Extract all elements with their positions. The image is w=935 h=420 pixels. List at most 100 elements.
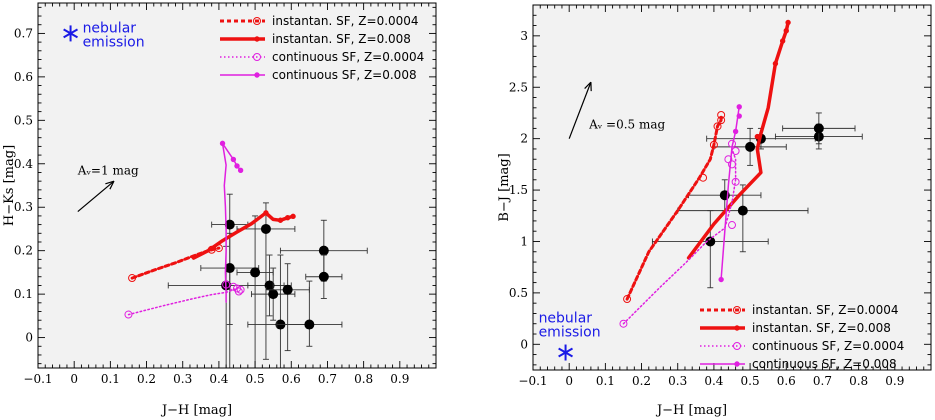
x-tick-label: 0.6 [282, 372, 301, 386]
legend-swatch-marker [254, 72, 260, 78]
series-line [127, 285, 242, 316]
legend-label: instantan. SF, Z=0.0004 [272, 14, 419, 28]
series-0 [623, 111, 726, 304]
reddening-vector-arrow [568, 81, 592, 139]
observed-point-3 [713, 127, 787, 166]
observed-point-2 [200, 232, 260, 368]
x-tick-label: 0.1 [101, 372, 120, 386]
observed-marker [250, 267, 261, 278]
series-marker [263, 210, 269, 216]
legend-item-0: instantan. SF, Z=0.0004 [220, 14, 419, 28]
observed-point-2 [677, 184, 809, 253]
series-marker [728, 221, 736, 230]
observed-marker [318, 271, 329, 282]
observed-marker [318, 245, 329, 256]
y-axis-title: B−J [mag] [497, 153, 512, 221]
observed-marker [737, 205, 748, 216]
asterisk-stroke [558, 347, 573, 358]
observed-point-7 [265, 263, 310, 352]
series-marker [718, 276, 724, 283]
x-tick-label: 0.9 [885, 374, 904, 388]
series-marker [754, 133, 761, 140]
legend-item-1: instantan. SF, Z=0.008 [700, 321, 891, 335]
observed-point-9 [276, 280, 343, 347]
plot-area [38, 3, 436, 368]
series-marker [619, 319, 628, 328]
series-marker [229, 282, 238, 291]
x-axis-title: J−H [mag] [160, 403, 232, 418]
series-marker [234, 287, 243, 296]
x-tick-label: −0.1 [518, 374, 547, 388]
plot-frame [532, 4, 932, 371]
legend-item-2: continuous SF, Z=0.0004 [220, 50, 424, 64]
series-marker [772, 60, 779, 67]
observed-marker [745, 141, 756, 152]
observed-marker [260, 223, 271, 234]
observed-point-4 [236, 215, 274, 368]
x-tick-label: 0.3 [173, 372, 192, 386]
series-marker [736, 104, 742, 110]
x-axis-title: J−H [mag] [655, 403, 727, 418]
series-marker [290, 213, 296, 220]
legend-swatch-marker [733, 342, 741, 350]
series-marker [124, 310, 133, 319]
observed-point-10 [279, 219, 368, 282]
x-tick-label: 0.8 [354, 372, 373, 386]
x-tick-label: 0.1 [596, 374, 615, 388]
y-tick-label: 0.7 [14, 26, 33, 40]
series-line [625, 113, 723, 301]
series-marker [277, 217, 284, 223]
x-tick-label: −0.1 [23, 372, 52, 386]
y-tick-label: 2 [520, 132, 528, 146]
y-tick-label: 1 [520, 234, 528, 248]
x-tick-label: 0.5 [741, 374, 760, 388]
series-marker [724, 155, 733, 164]
x-tick-label: 0.2 [632, 374, 651, 388]
series-3 [219, 140, 244, 303]
series-marker [219, 140, 226, 147]
y-tick-label: 0.6 [14, 70, 33, 84]
legend: instantan. SF, Z=0.0004 instantan. SF, Z=… [700, 303, 904, 371]
arrow-shaft [77, 180, 115, 213]
legend-swatch-marker [733, 306, 741, 314]
legend-label: continuous SF, Z=0.008 [272, 68, 417, 82]
x-tick-label: 0.4 [704, 374, 723, 388]
legend: instantan. SF, Z=0.0004 instantan. SF, Z=… [220, 14, 424, 82]
x-tick-label: 0.6 [777, 374, 796, 388]
x-tick-label: 0.9 [390, 372, 409, 386]
y-tick-label: 0.2 [14, 244, 33, 258]
nebular-emission-marker [63, 25, 78, 42]
legend-item-0: instantan. SF, Z=0.0004 [700, 303, 899, 317]
series-marker [284, 214, 291, 221]
legend-item-2: continuous SF, Z=0.0004 [700, 339, 904, 353]
observed-marker [705, 236, 716, 247]
y-tick-label: 0 [520, 337, 528, 351]
series-marker [237, 167, 244, 173]
arrow-shaft [568, 81, 592, 139]
legend-label: instantan. SF, Z=0.008 [272, 32, 411, 46]
series-1 [191, 210, 296, 260]
series-marker [732, 128, 739, 135]
observed-point-11 [305, 254, 343, 299]
series-2 [124, 280, 245, 319]
series-marker [717, 116, 726, 125]
reddening-vector-label: Aᵥ =0.5 mag [588, 117, 665, 131]
x-tick-label: 0.7 [318, 372, 337, 386]
y-tick-label: 0 [25, 331, 33, 345]
series-marker [709, 140, 718, 149]
observed-marker [304, 319, 315, 330]
x-tick-label: 0.7 [813, 374, 832, 388]
legend-item-3: continuous SF, Z=0.008 [700, 357, 897, 371]
series-line [191, 211, 295, 260]
y-tick-label: 0.3 [14, 200, 33, 214]
observed-marker [224, 219, 235, 230]
y-tick-label: 3 [520, 29, 528, 43]
y-tick-label: 0.5 [509, 286, 528, 300]
series-line [720, 106, 740, 281]
observed-marker [264, 280, 275, 291]
x-tick-label: 0.4 [209, 372, 228, 386]
y-axis-title: H−Ks [mag] [2, 145, 17, 226]
series-marker [234, 163, 240, 169]
